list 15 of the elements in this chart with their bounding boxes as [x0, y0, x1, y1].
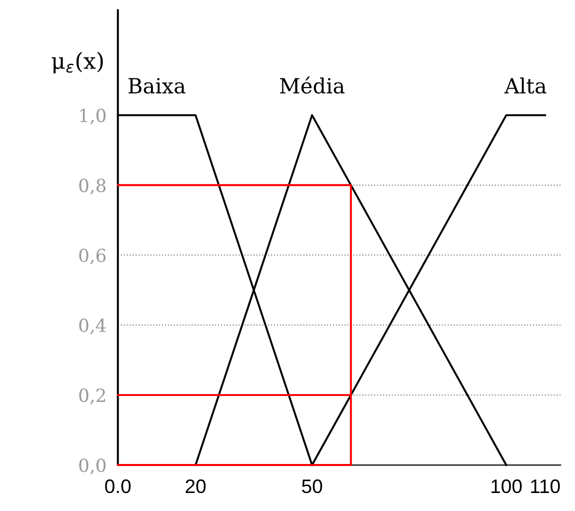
- x-tick-label: 50: [302, 479, 322, 494]
- x-tick-label: 100: [492, 479, 522, 494]
- x-tick-label: 110: [531, 479, 560, 494]
- y-tick-label: 0,2: [79, 388, 105, 404]
- y-tick-label: 0,6: [79, 248, 106, 264]
- x-tick-label: 0.0: [105, 479, 131, 494]
- y-tick-label: 0,8: [79, 178, 106, 194]
- y-axis-title: μ$_{ε}$(x): [52, 52, 103, 74]
- series-label: Média: [280, 76, 345, 94]
- x-tick-label: 20: [186, 479, 206, 494]
- y-tick-label: 0,0: [79, 458, 106, 474]
- y-tick-label: 1,0: [80, 108, 106, 124]
- series-label: Baixa: [128, 78, 186, 94]
- y-tick-label: 0,4: [79, 318, 106, 334]
- series-label: Alta: [504, 78, 546, 94]
